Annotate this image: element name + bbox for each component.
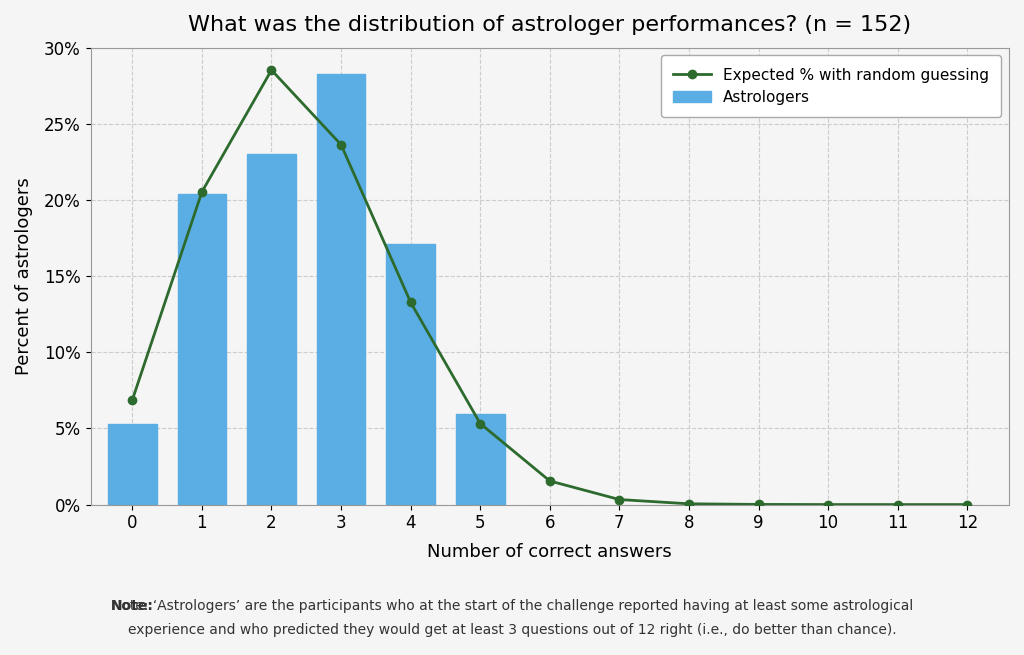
Text: experience and who predicted they would get at least 3 questions out of 12 right: experience and who predicted they would … <box>128 623 896 637</box>
Title: What was the distribution of astrologer performances? (n = 152): What was the distribution of astrologer … <box>188 15 911 35</box>
X-axis label: Number of correct answers: Number of correct answers <box>427 544 672 561</box>
Bar <box>316 74 366 504</box>
Bar <box>247 154 296 504</box>
Bar <box>386 244 435 504</box>
Text: Note: ‘Astrologers’ are the participants who at the start of the challenge repor: Note: ‘Astrologers’ are the participants… <box>111 599 913 613</box>
Legend: Expected % with random guessing, Astrologers: Expected % with random guessing, Astrolo… <box>660 55 1001 117</box>
Bar <box>456 415 505 504</box>
Text: Note:: Note: <box>111 599 154 613</box>
Y-axis label: Percent of astrologers: Percent of astrologers <box>15 178 33 375</box>
Bar <box>177 194 226 504</box>
Bar <box>108 424 157 504</box>
